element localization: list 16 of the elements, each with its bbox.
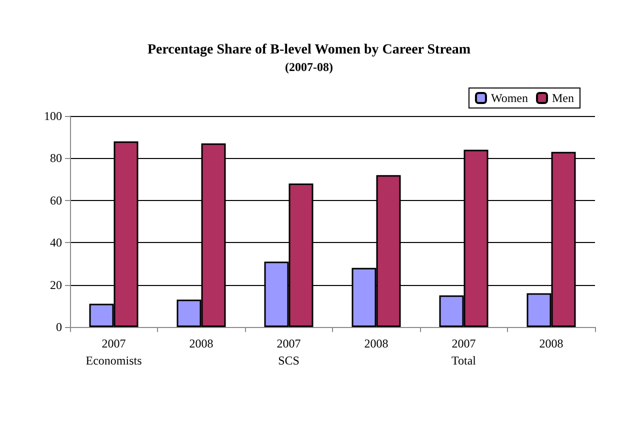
x-tick-label: 2007 Economists	[86, 336, 142, 368]
y-tick-label: 20	[50, 278, 62, 292]
chart-title: Percentage Share of B-level Women by Career Stream	[147, 42, 471, 58]
chart-subtitle: (2007-08)	[285, 60, 333, 74]
y-tick-label: 100	[44, 109, 62, 123]
y-tick-label: 40	[50, 236, 62, 250]
x-tick-label: 2008	[539, 336, 564, 350]
x-tick-label: 2007 Total	[452, 336, 477, 368]
y-tick-label: 0	[56, 320, 62, 334]
legend-label: Men	[552, 91, 574, 105]
x-tick-label: 2008	[364, 336, 388, 350]
x-tick-label: 2008	[189, 336, 214, 350]
x-tick-label: 2007 SCS	[276, 336, 301, 368]
y-tick-label: 80	[50, 151, 62, 166]
y-tick-label: 60	[50, 193, 62, 208]
legend-label: Women	[490, 91, 528, 105]
